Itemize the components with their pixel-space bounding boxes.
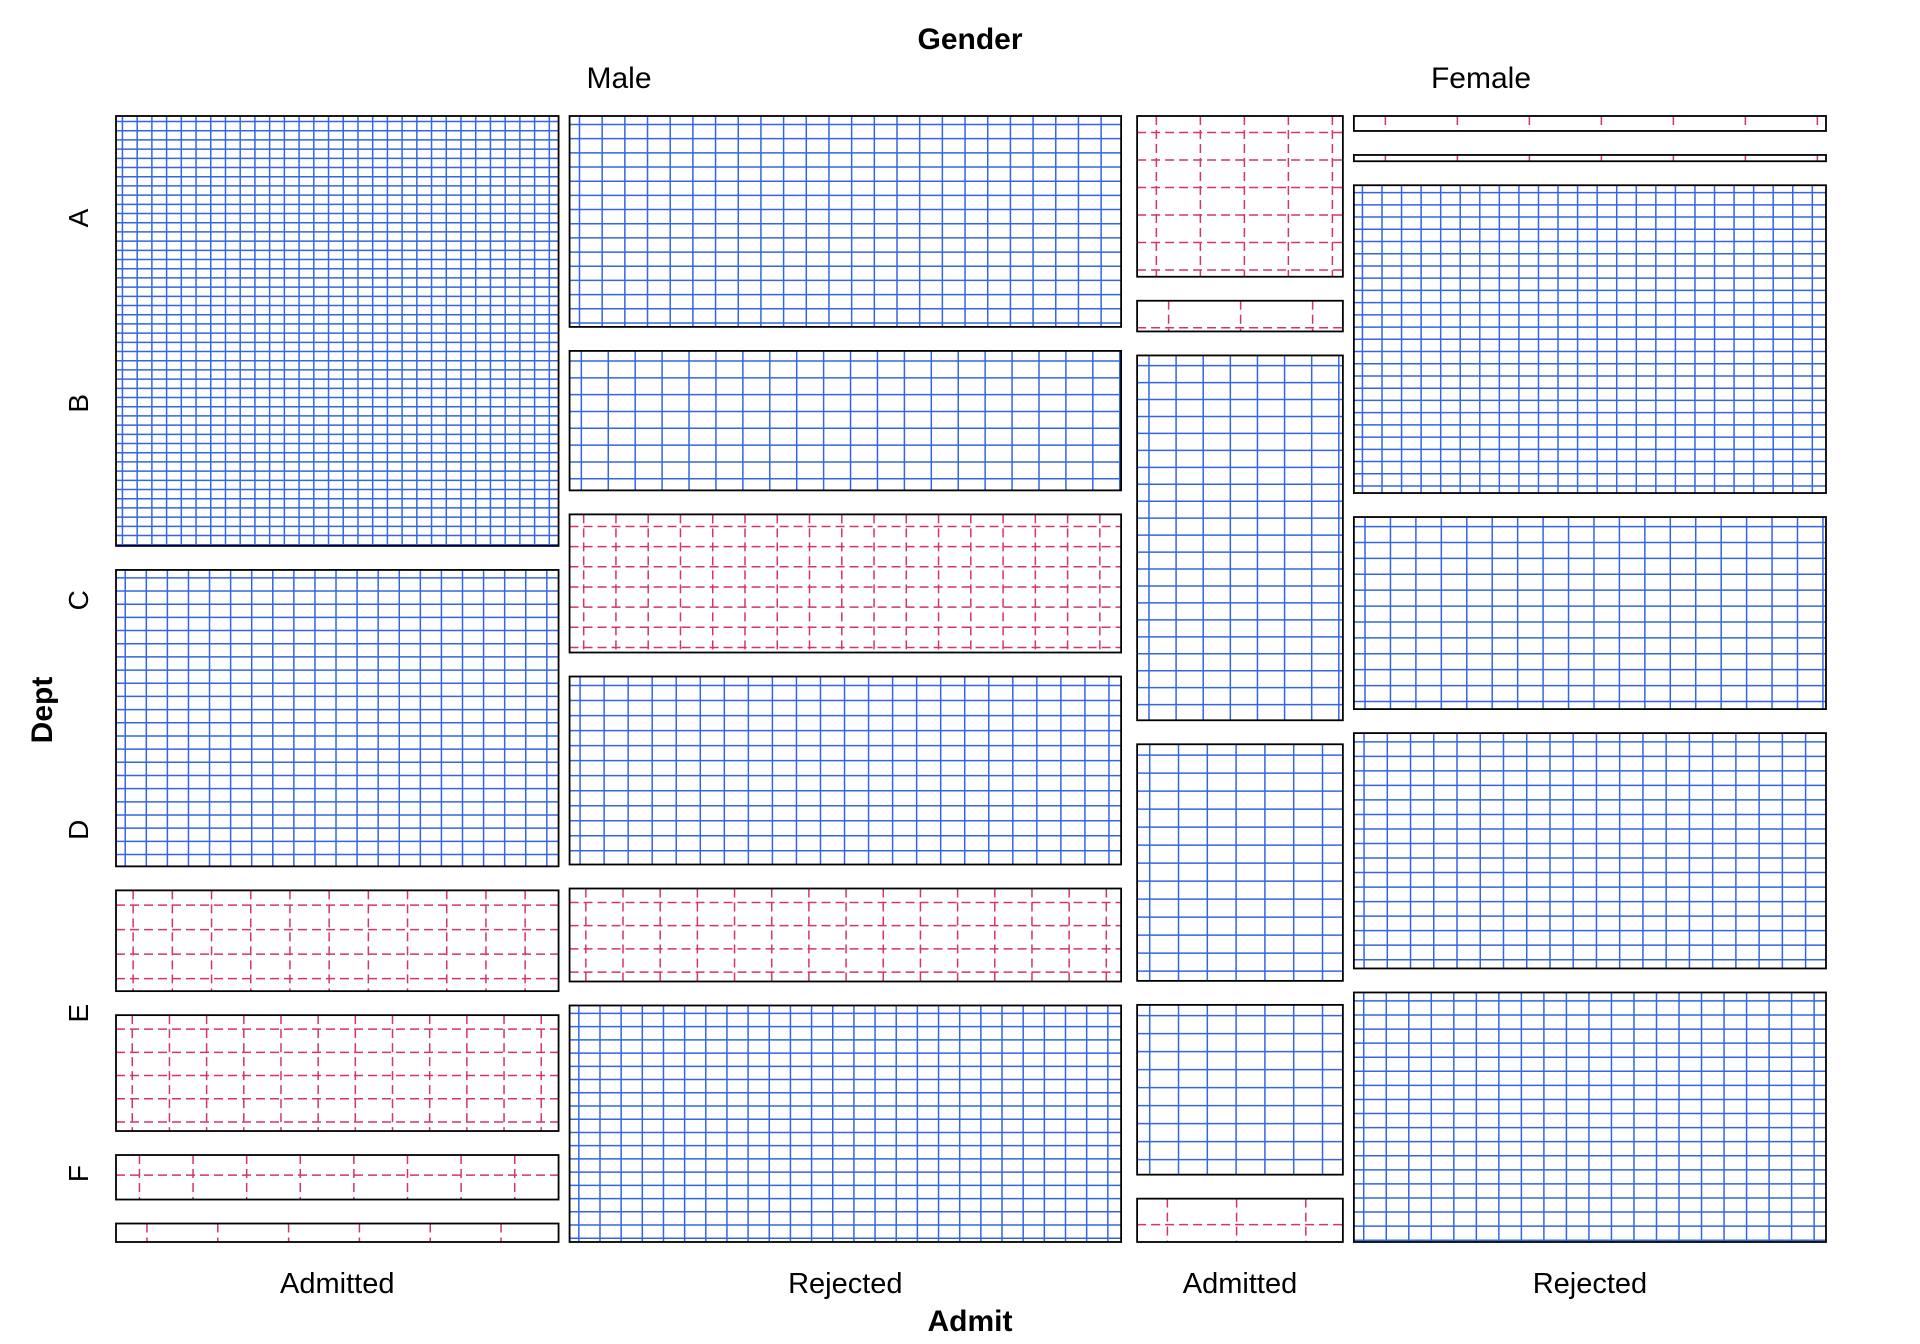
mosaic-cell-female-admitted-dept-f xyxy=(1136,1197,1344,1243)
mosaic-cell-male-admitted-dept-a xyxy=(115,115,560,547)
mosaic-cell-female-admitted-dept-a xyxy=(1136,115,1344,278)
mosaic-cell-female-rejected-dept-e xyxy=(1352,732,1827,970)
mosaic-cell-female-rejected-dept-f xyxy=(1352,991,1827,1243)
admit-label-female-admitted: Admitted xyxy=(1183,1268,1297,1300)
mosaic-cell-male-rejected-dept-b xyxy=(568,350,1123,492)
admit-label-male-rejected: Rejected xyxy=(788,1268,902,1300)
dept-label-f: F xyxy=(63,1165,94,1182)
subcolumn-variable-label: Admit xyxy=(928,1305,1013,1338)
gender-label-female: Female xyxy=(1431,62,1531,95)
dept-label-a: A xyxy=(63,208,94,227)
mosaic-cell-male-admitted-dept-e xyxy=(115,1154,560,1201)
dept-label-c: C xyxy=(63,590,94,610)
mosaic-cell-female-admitted-dept-d xyxy=(1136,743,1344,982)
mosaic-cell-male-rejected-dept-d xyxy=(568,675,1123,866)
mosaic-cell-female-rejected-dept-c xyxy=(1352,184,1827,494)
column-variable-label: Gender xyxy=(917,23,1022,56)
mosaic-cell-male-rejected-dept-f xyxy=(568,1004,1123,1243)
gender-label-male: Male xyxy=(586,62,651,95)
admit-label-female-rejected: Rejected xyxy=(1533,1268,1647,1300)
mosaic-cell-female-admitted-dept-e xyxy=(1136,1003,1344,1176)
category-labels: A B C D E F Admitted Rejected Admitted Rejected xyxy=(63,208,1647,1300)
mosaic-cell-male-rejected-dept-c xyxy=(568,513,1123,654)
dept-label-d: D xyxy=(63,820,94,840)
mosaic-cell-male-admitted-dept-d xyxy=(115,1014,560,1132)
dept-label-e: E xyxy=(63,1004,94,1023)
mosaic-cells xyxy=(115,115,1827,1243)
mosaic-cell-female-admitted-dept-b xyxy=(1136,299,1344,333)
dept-label-b: B xyxy=(63,394,94,413)
mosaic-cell-male-admitted-dept-b xyxy=(115,569,560,868)
mosaic-cell-male-rejected-dept-e xyxy=(568,887,1123,983)
mosaic-cell-female-rejected-dept-d xyxy=(1352,516,1827,711)
mosaic-cell-female-rejected-dept-a xyxy=(1352,115,1827,132)
row-variable-label: Dept xyxy=(26,677,59,744)
mosaic-cell-male-rejected-dept-a xyxy=(568,115,1123,328)
admit-label-male-admitted: Admitted xyxy=(280,1268,394,1300)
mosaic-cell-female-admitted-dept-c xyxy=(1136,354,1344,722)
mosaic-cell-male-admitted-dept-f xyxy=(115,1222,560,1243)
mosaic-cell-male-admitted-dept-c xyxy=(115,889,560,993)
mosaic-cell-female-rejected-dept-b xyxy=(1352,154,1827,163)
